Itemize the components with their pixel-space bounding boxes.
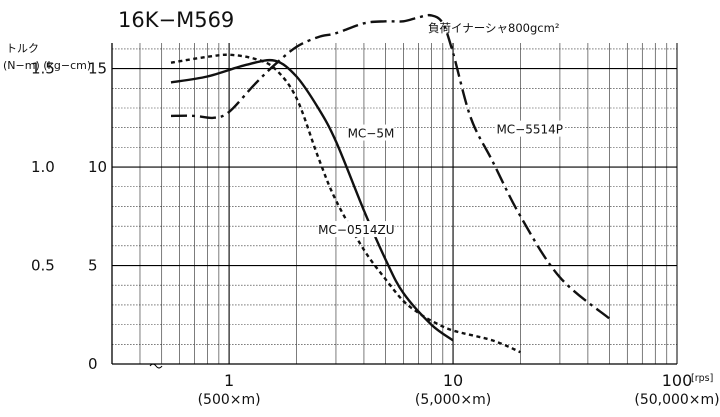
x-tick-label: 1: [224, 371, 234, 390]
chart-title: 16K−M569: [118, 8, 234, 32]
load-inertia-note: 負荷イナーシャ800gcm²: [428, 21, 559, 35]
series-line: [170, 53, 521, 354]
y-tick-label-nm: 1.0: [31, 158, 55, 176]
x-tick-sublabel: (500×m): [198, 392, 261, 408]
y-tick-label-nm: 1.5: [31, 60, 55, 78]
label-group: 0 0.5 5 1.0 10 1.5 15 1 (500×m) 10 (5,000×m) 100 (50…: [31, 60, 720, 408]
y-axis-units: (N−m) (kg−cm): [3, 59, 91, 72]
y-tick-label-nm: 0.5: [31, 257, 55, 275]
series-label-bg: [495, 120, 565, 137]
series-label: MC−5514P: [496, 123, 563, 137]
axis-break-mark: [149, 363, 163, 369]
series-label: MC−0514ZU: [318, 223, 394, 237]
y-axis-label: トルク: [6, 42, 39, 55]
plot-frame: [111, 43, 678, 369]
y-tick-label-kgcm: 5: [88, 257, 98, 275]
x-tick-label: 10: [443, 371, 463, 390]
series-group: [170, 13, 611, 354]
x-tick-sublabel: (5,000×m): [415, 392, 491, 408]
grid: [111, 43, 677, 364]
y-tick-label-kgcm: 0: [88, 355, 98, 373]
series-line: [170, 58, 454, 342]
series-label: MC−5M: [348, 127, 395, 141]
y-tick-label-kgcm: 15: [88, 60, 107, 78]
x-tick-sublabel: (50,000×m): [634, 392, 719, 408]
x-unit-rps: [rps]: [691, 373, 713, 384]
series-label-bg: [347, 124, 395, 141]
series-line: [170, 13, 611, 320]
series-label-bg: [318, 221, 395, 238]
y-tick-label-kgcm: 10: [88, 158, 107, 176]
x-tick-label: 100: [662, 371, 693, 390]
